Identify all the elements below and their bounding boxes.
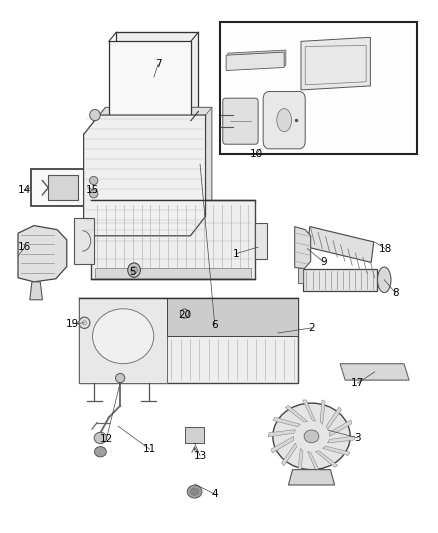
Text: 9: 9 — [321, 257, 328, 268]
Text: 16: 16 — [18, 242, 32, 252]
Text: 2: 2 — [308, 323, 315, 333]
Polygon shape — [288, 470, 335, 485]
Text: 7: 7 — [155, 59, 161, 69]
Bar — [167, 298, 298, 336]
Text: 4: 4 — [212, 489, 218, 499]
Polygon shape — [90, 107, 212, 228]
Text: 8: 8 — [392, 288, 399, 298]
Polygon shape — [282, 443, 297, 466]
Ellipse shape — [180, 309, 189, 318]
Ellipse shape — [277, 109, 292, 132]
Polygon shape — [307, 451, 320, 473]
Text: 3: 3 — [354, 433, 361, 443]
Polygon shape — [30, 282, 42, 300]
Polygon shape — [268, 430, 295, 437]
Bar — [91, 200, 255, 279]
Bar — [31, 169, 110, 206]
Polygon shape — [226, 52, 284, 70]
Ellipse shape — [131, 266, 138, 274]
Text: 11: 11 — [143, 444, 156, 454]
Ellipse shape — [187, 485, 202, 498]
Bar — [48, 175, 78, 200]
Bar — [79, 298, 298, 383]
Bar — [117, 32, 198, 111]
Polygon shape — [301, 37, 371, 90]
Polygon shape — [315, 451, 338, 467]
Bar — [109, 42, 191, 120]
Polygon shape — [329, 420, 352, 437]
Ellipse shape — [79, 317, 90, 328]
Text: 14: 14 — [18, 185, 32, 195]
Polygon shape — [285, 406, 307, 422]
Text: 19: 19 — [66, 319, 79, 329]
Polygon shape — [303, 400, 315, 422]
FancyBboxPatch shape — [223, 98, 258, 144]
Text: 13: 13 — [194, 451, 207, 461]
Ellipse shape — [89, 176, 98, 184]
Bar — [79, 298, 167, 383]
Text: 15: 15 — [86, 185, 99, 195]
Ellipse shape — [378, 267, 391, 293]
Ellipse shape — [94, 432, 107, 443]
Polygon shape — [323, 446, 350, 456]
Bar — [185, 426, 204, 443]
Text: 17: 17 — [351, 378, 364, 388]
Ellipse shape — [191, 488, 199, 495]
Ellipse shape — [116, 374, 125, 383]
Polygon shape — [295, 227, 311, 269]
Polygon shape — [273, 417, 300, 427]
Bar — [220, 22, 417, 154]
Ellipse shape — [128, 263, 140, 277]
Ellipse shape — [95, 447, 106, 457]
Polygon shape — [320, 400, 325, 424]
Text: 1: 1 — [233, 249, 239, 259]
Text: 18: 18 — [378, 244, 392, 254]
Bar — [255, 223, 267, 259]
Polygon shape — [271, 437, 293, 453]
Ellipse shape — [89, 190, 98, 198]
Bar — [303, 269, 377, 290]
Bar — [74, 218, 94, 264]
Text: 12: 12 — [100, 434, 113, 445]
Text: 10: 10 — [250, 149, 263, 159]
Polygon shape — [326, 407, 341, 430]
Text: 6: 6 — [212, 320, 218, 330]
FancyBboxPatch shape — [263, 92, 305, 149]
Ellipse shape — [273, 403, 350, 470]
Polygon shape — [328, 436, 355, 443]
Polygon shape — [307, 227, 374, 262]
Polygon shape — [84, 115, 205, 236]
Polygon shape — [298, 268, 303, 283]
Text: 5: 5 — [130, 266, 136, 277]
Polygon shape — [340, 364, 409, 380]
Polygon shape — [228, 50, 286, 68]
Text: 20: 20 — [178, 310, 191, 320]
Bar — [95, 268, 251, 278]
Polygon shape — [298, 448, 303, 473]
Ellipse shape — [90, 109, 100, 120]
Polygon shape — [18, 225, 67, 282]
Ellipse shape — [92, 309, 154, 364]
Ellipse shape — [304, 430, 319, 443]
